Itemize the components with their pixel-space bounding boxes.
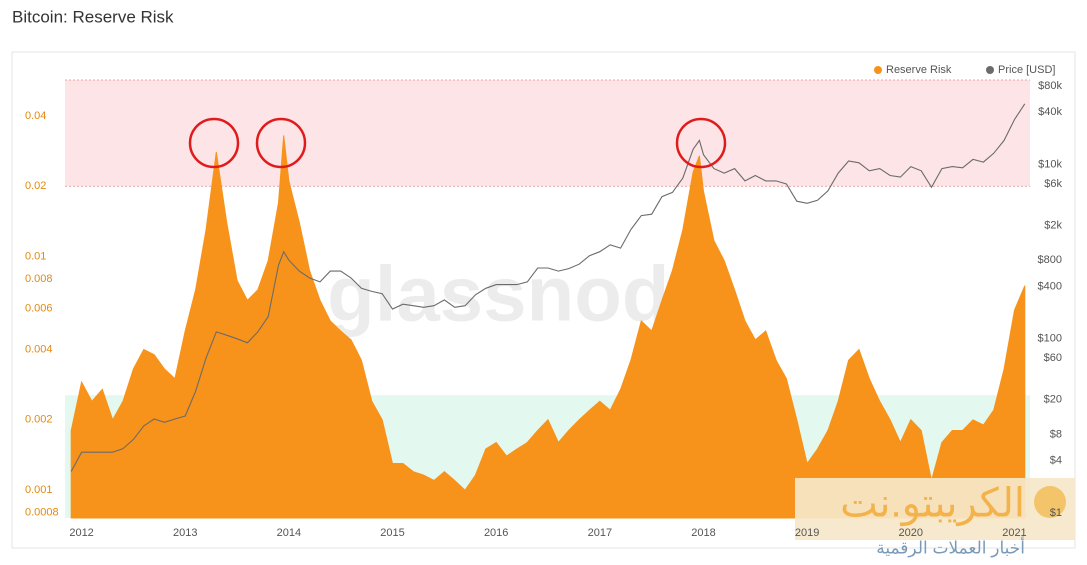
x-tick-label: 2018 [691,527,715,539]
legend-label: Reserve Risk [886,64,952,76]
y-tick-label: 0.004 [25,343,53,355]
legend-label: Price [USD] [998,64,1055,76]
x-tick-label: 2013 [173,527,197,539]
y2-tick-label: $6k [1044,178,1062,190]
annotations [188,117,727,169]
y-tick-label: 0.01 [25,250,46,262]
y2-tick-label: $8 [1050,428,1062,440]
x-tick-label: 2019 [795,527,819,539]
peak-circle [188,117,240,169]
watermark: glassnode [327,250,713,338]
price-line [70,103,1026,472]
chart-title: Bitcoin: Reserve Risk [12,7,174,26]
y2-tick-label: $100 [1038,333,1062,345]
x-tick-label: 2012 [69,527,93,539]
x-tick-label: 2016 [484,527,508,539]
logo: الكريبتو.نت أخبار العملات الرقمية [795,478,1075,557]
y2-tick-label: $2k [1044,219,1062,231]
peak-circle [675,117,727,169]
y2-tick-label: $800 [1038,254,1062,266]
y-tick-label: 0.006 [25,302,53,314]
y-tick-label: 0.002 [25,414,53,426]
zone-band [65,80,1030,187]
y-tick-label: 0.04 [25,110,46,122]
y-tick-label: 0.001 [25,484,53,496]
y2-tick-label: $10k [1038,159,1062,171]
legend-swatch [986,66,994,74]
x-tick-label: 2020 [899,527,923,539]
x-tick-label: 2021 [1002,527,1026,539]
x-tick-label: 2015 [380,527,404,539]
y2-tick-label: $20 [1044,394,1062,406]
x-tick-label: 2017 [588,527,612,539]
y2-tick-label: $60 [1044,352,1062,364]
reserve-risk-area [70,135,1026,519]
y-tick-label: 0.008 [25,273,53,285]
y-tick-label: 0.0008 [25,507,59,519]
logo-box [795,478,1075,540]
y2-tick-label: $400 [1038,280,1062,292]
logo-subtext: أخبار العملات الرقمية [876,536,1025,557]
y-tick-label: 0.02 [25,180,46,192]
plot [70,103,1026,519]
y2-tick-label: $1 [1050,507,1062,519]
y2-tick-label: $80k [1038,80,1062,92]
x-tick-label: 2014 [277,527,301,539]
logo-coin [1034,486,1066,518]
logo-text: الكريبتو.نت [840,482,1025,527]
y2-tick-label: $40k [1038,106,1062,118]
legend-swatch [874,66,882,74]
peak-circle [255,117,307,169]
y2-tick-label: $4 [1050,455,1062,467]
